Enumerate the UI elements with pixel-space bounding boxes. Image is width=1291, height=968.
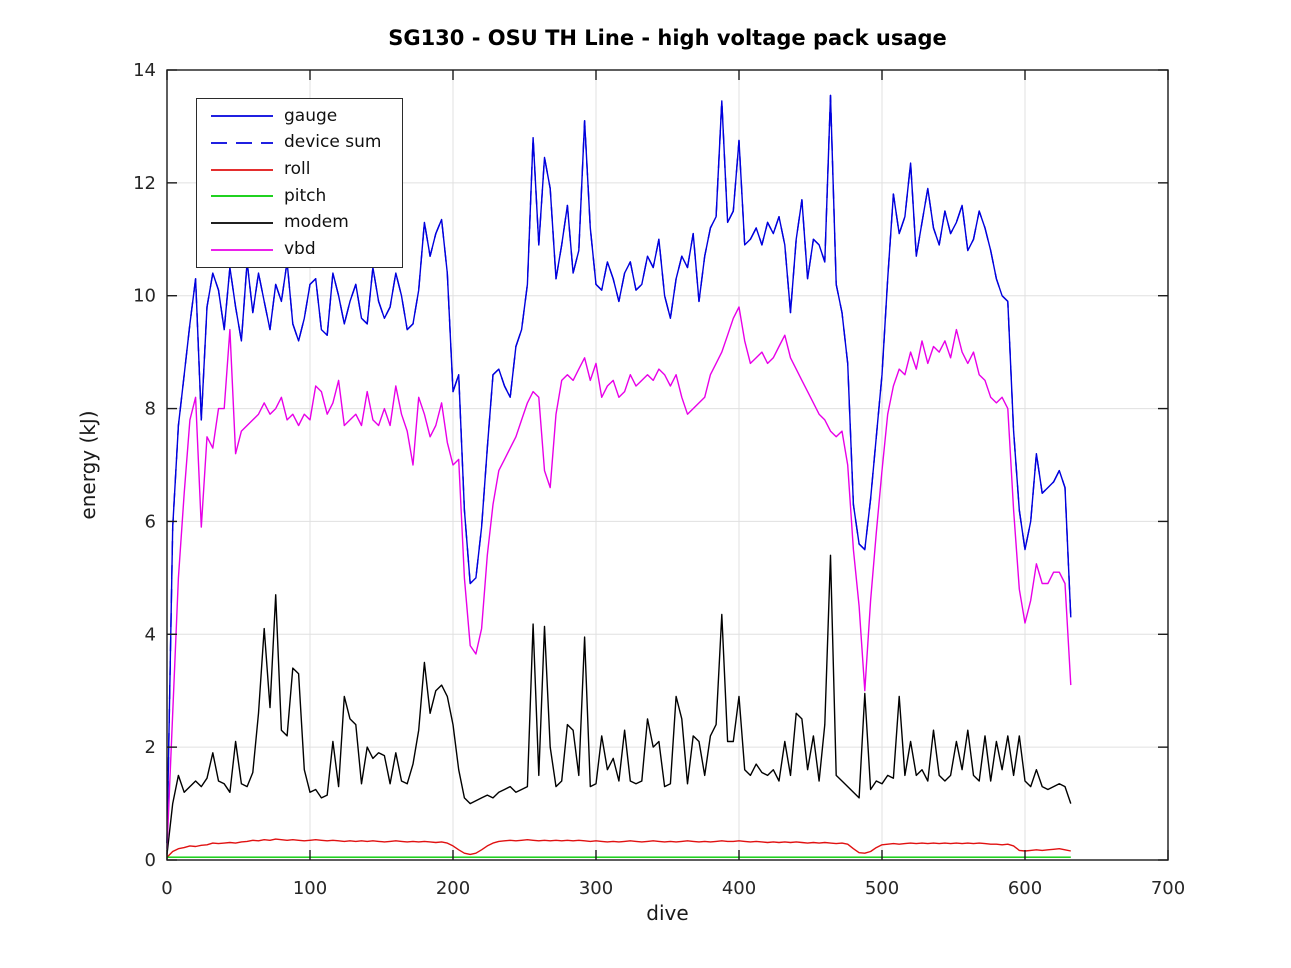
legend: gauge device sum roll pitch modem vbd [196, 98, 403, 268]
legend-label-device-sum: device sum [284, 132, 382, 153]
y-tick-label: 10 [133, 286, 156, 307]
x-tick-label: 200 [436, 878, 470, 899]
legend-line-sample-modem [211, 222, 273, 224]
y-tick-label: 2 [145, 737, 156, 758]
legend-item-vbd: vbd [197, 237, 402, 263]
series-line-modem [166, 554, 1072, 855]
series-line-vbd [166, 306, 1072, 849]
y-tick-label: 8 [145, 399, 156, 420]
chart-title: SG130 - OSU TH Line - high voltage pack … [388, 26, 947, 50]
legend-line-sample-device-sum [211, 142, 273, 144]
x-tick-label: 700 [1151, 878, 1185, 899]
x-axis-label: dive [646, 901, 689, 925]
legend-label-modem: modem [284, 212, 349, 233]
legend-line-sample-pitch [211, 195, 273, 198]
legend-line-sample-roll [211, 168, 273, 171]
legend-line-sample-gauge [211, 115, 273, 118]
axes-box [166, 69, 1169, 861]
x-tick-label: 500 [865, 878, 899, 899]
legend-line-sample-vbd [211, 248, 273, 251]
series-line-roll [166, 838, 1071, 858]
series-line-device-sum [166, 94, 1072, 844]
y-tick-label: 14 [133, 60, 156, 81]
y-tick-label: 12 [133, 173, 156, 194]
legend-label-vbd: vbd [284, 239, 316, 260]
y-tick-label: 6 [145, 511, 156, 532]
legend-item-pitch: pitch [197, 183, 402, 209]
y-tick-label: 4 [145, 624, 156, 645]
legend-label-gauge: gauge [284, 105, 338, 126]
x-tick-label: 300 [579, 878, 613, 899]
x-tick-label: 100 [293, 878, 327, 899]
x-tick-label: 400 [722, 878, 756, 899]
legend-item-gauge: gauge [197, 103, 402, 129]
y-tick-label: 0 [145, 850, 156, 871]
x-tick-label: 600 [1008, 878, 1042, 899]
legend-label-roll: roll [284, 159, 311, 180]
y-axis-label: energy (kJ) [76, 410, 100, 520]
legend-item-roll: roll [197, 157, 402, 183]
legend-item-device-sum: device sum [197, 130, 402, 156]
legend-item-modem: modem [197, 210, 402, 236]
legend-label-pitch: pitch [284, 185, 327, 206]
x-tick-label: 0 [161, 878, 172, 899]
